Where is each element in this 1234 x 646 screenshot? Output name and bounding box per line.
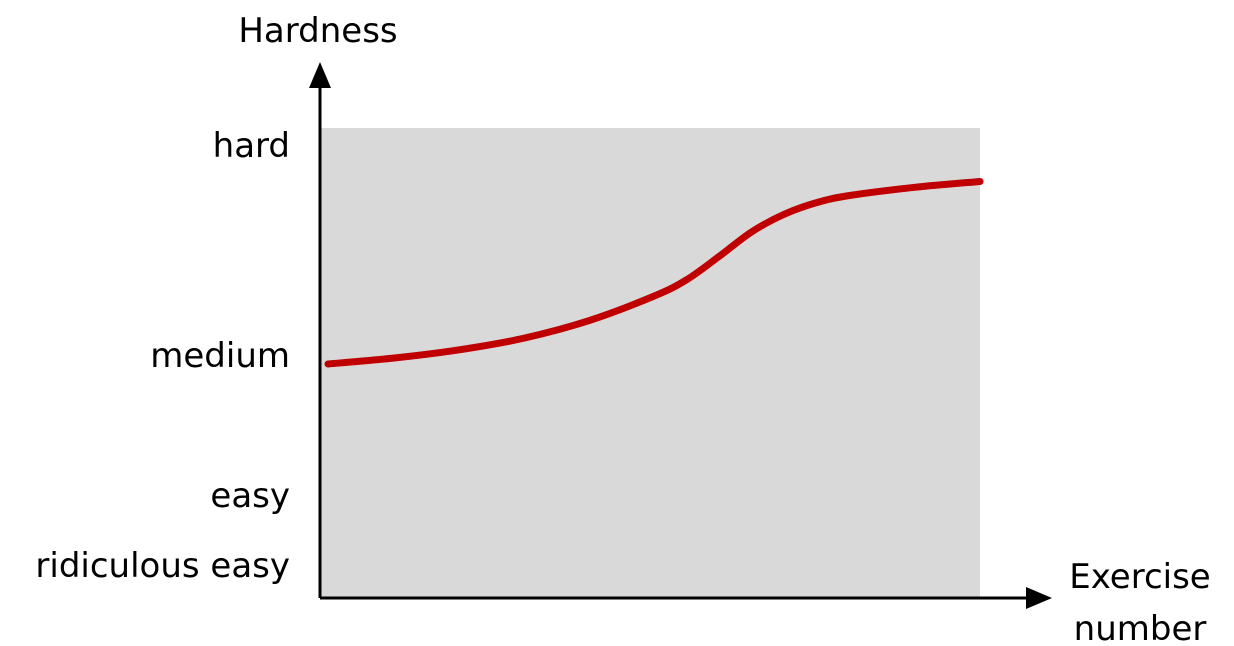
x-axis-label-line-1: Exercise [1069,557,1210,597]
x-axis-arrow [1026,587,1052,609]
y-axis-arrow [309,62,331,88]
y-tick-label-medium: medium [150,336,290,376]
series-line [324,177,984,368]
y-tick-labels: hard medium easy ridiculous easy [35,126,290,586]
y-axis-label: Hardness [238,11,397,51]
x-axis-label-line-2: number [1074,609,1207,646]
y-tick-label-easy: easy [210,476,290,516]
plot-background [320,128,980,598]
y-tick-label-hard: hard [213,126,290,166]
y-tick-label-ridiculous-easy: ridiculous easy [35,546,290,586]
